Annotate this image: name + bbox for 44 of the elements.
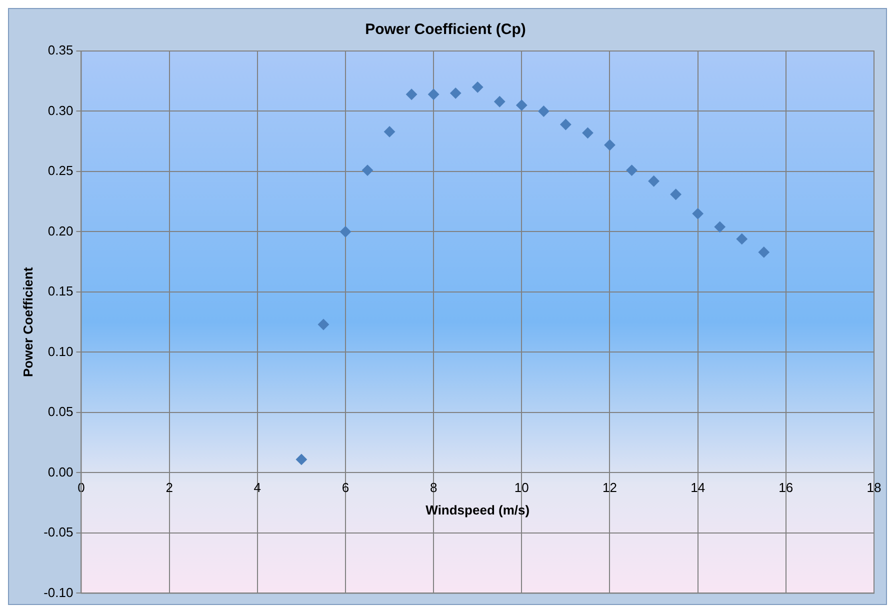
point: [340, 226, 351, 238]
y-tick-label: 0.20: [48, 223, 74, 238]
point: [626, 164, 638, 176]
chart-title: Power Coefficient (Cp): [365, 21, 526, 38]
point: [384, 126, 396, 138]
point: [604, 139, 616, 150]
y-tick-label: -0.10: [44, 584, 74, 600]
x-tick-label: 14: [690, 480, 706, 496]
x-tick-label: 10: [514, 480, 529, 496]
x-tick-label: 16: [778, 480, 794, 496]
point: [406, 88, 418, 100]
point: [560, 119, 572, 130]
point: [516, 100, 528, 111]
point: [296, 454, 307, 465]
point: [362, 164, 374, 176]
point: [758, 246, 770, 258]
x-tick-label: 4: [254, 480, 262, 496]
y-tick-label: 0.15: [48, 284, 74, 299]
y-tick-label: 0.25: [48, 163, 74, 178]
point: [714, 221, 726, 232]
y-tick-label: 0.05: [48, 404, 74, 420]
point: [692, 208, 704, 220]
x-tick-label: 6: [342, 480, 350, 496]
point: [582, 127, 594, 138]
point: [428, 88, 440, 100]
point: [318, 319, 329, 330]
x-tick-label: 18: [866, 480, 882, 496]
x-tick-label: 2: [166, 480, 173, 496]
y-tick-label: 0.10: [48, 344, 74, 359]
x-tick-label: 8: [430, 480, 438, 496]
point: [538, 106, 550, 117]
x-axis-title: Windspeed (m/s): [426, 502, 530, 518]
x-tick-label: 12: [602, 480, 617, 496]
y-tick-label: 0.00: [48, 464, 74, 480]
point: [494, 96, 506, 108]
y-tick-label: 0.35: [48, 42, 74, 58]
y-tick-label: 0.30: [48, 102, 74, 118]
point: [472, 82, 484, 93]
point: [450, 88, 462, 99]
y-axis-title: Power Coefficient: [20, 266, 36, 377]
y-tick-label: -0.05: [44, 524, 74, 540]
point: [648, 176, 660, 187]
point: [736, 233, 748, 244]
point: [670, 188, 682, 200]
